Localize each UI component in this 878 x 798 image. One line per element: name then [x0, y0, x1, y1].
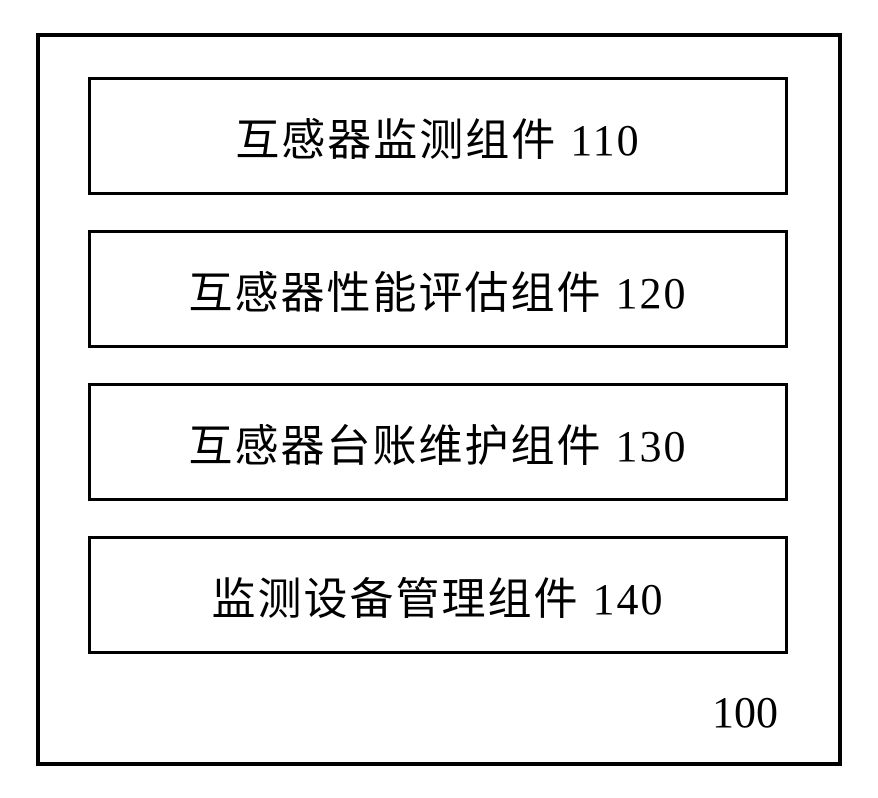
block-ledger-maintenance-component: 互感器台账维护组件 130 [88, 383, 788, 501]
diagram-container: 互感器监测组件 110 互感器性能评估组件 120 互感器台账维护组件 130 … [36, 33, 842, 766]
block-label: 监测设备管理组件 140 [212, 563, 665, 627]
block-performance-evaluation-component: 互感器性能评估组件 120 [88, 230, 788, 348]
block-label: 互感器性能评估组件 120 [189, 257, 688, 321]
block-label: 互感器台账维护组件 130 [189, 410, 688, 474]
container-label: 100 [712, 687, 778, 738]
block-monitoring-equipment-management-component: 监测设备管理组件 140 [88, 536, 788, 654]
block-monitoring-component: 互感器监测组件 110 [88, 77, 788, 195]
block-label: 互感器监测组件 110 [235, 104, 640, 168]
